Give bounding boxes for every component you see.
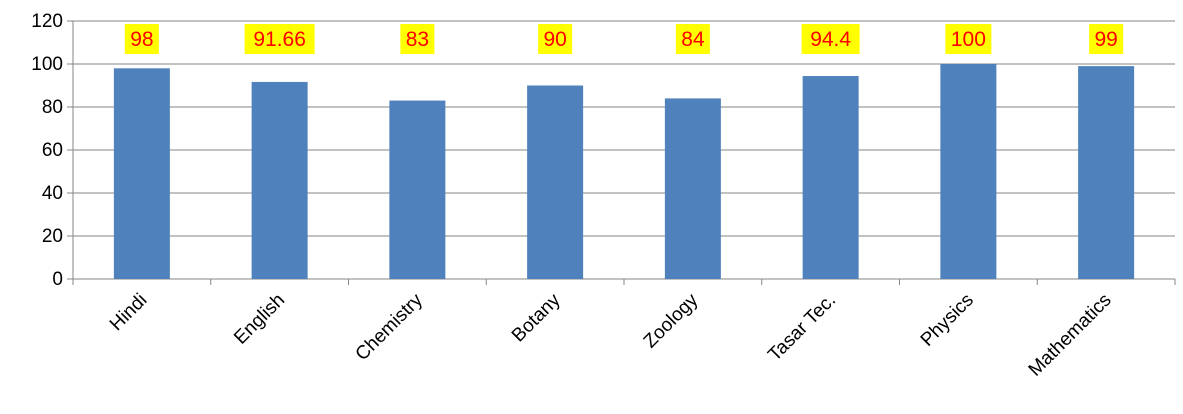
y-tick-label: 0 <box>52 269 63 290</box>
bar <box>1078 66 1135 280</box>
x-tick-label: Physics <box>917 290 978 351</box>
data-label-background <box>124 24 159 54</box>
data-label-background <box>400 24 435 54</box>
x-tick-label: Tasar Tec. <box>764 290 840 366</box>
y-tick-labels: 0 20 40 60 80 100 120 <box>31 11 63 290</box>
gridlines <box>73 20 1175 237</box>
x-tick-labels: Hindi English Chemistry Botany Zoology Tasar … <box>106 289 1116 380</box>
data-label: 99 <box>1094 28 1117 51</box>
data-labels: 98 91.66 83 90 84 94.4 100 99 <box>124 24 1124 54</box>
data-label: 84 <box>681 28 705 51</box>
data-label-background <box>538 24 573 54</box>
data-label-background <box>675 24 710 54</box>
x-tick-label: Zoology <box>640 289 703 352</box>
data-label-background <box>1089 24 1124 54</box>
axes <box>67 20 1176 285</box>
bar <box>664 98 721 280</box>
bar <box>527 85 584 279</box>
bars <box>113 64 1135 280</box>
bar <box>389 100 446 279</box>
y-tick-label: 80 <box>42 97 63 118</box>
x-tick-label: Chemistry <box>352 289 428 365</box>
data-label-background <box>945 24 992 54</box>
bar <box>251 81 308 279</box>
bar <box>113 68 170 279</box>
data-label: 90 <box>543 28 566 51</box>
data-label: 94.4 <box>810 28 851 51</box>
y-tick-label: 100 <box>31 54 63 75</box>
y-tick-label: 40 <box>42 183 63 204</box>
x-tick-label: Mathematics <box>1025 290 1116 381</box>
data-label-background <box>244 24 315 54</box>
data-label: 98 <box>130 28 153 51</box>
data-label-background <box>801 24 860 54</box>
x-tick-label: Hindi <box>106 290 151 335</box>
x-tick-label: English <box>230 290 289 349</box>
x-tick-label: Botany <box>508 289 565 346</box>
data-label: 91.66 <box>253 28 306 51</box>
data-label: 83 <box>406 28 429 51</box>
y-tick-label: 60 <box>42 140 63 161</box>
bar <box>802 76 859 279</box>
bar <box>940 64 997 279</box>
y-tick-label: 20 <box>42 226 63 247</box>
data-label: 100 <box>951 28 986 51</box>
y-tick-label: 120 <box>31 11 63 32</box>
